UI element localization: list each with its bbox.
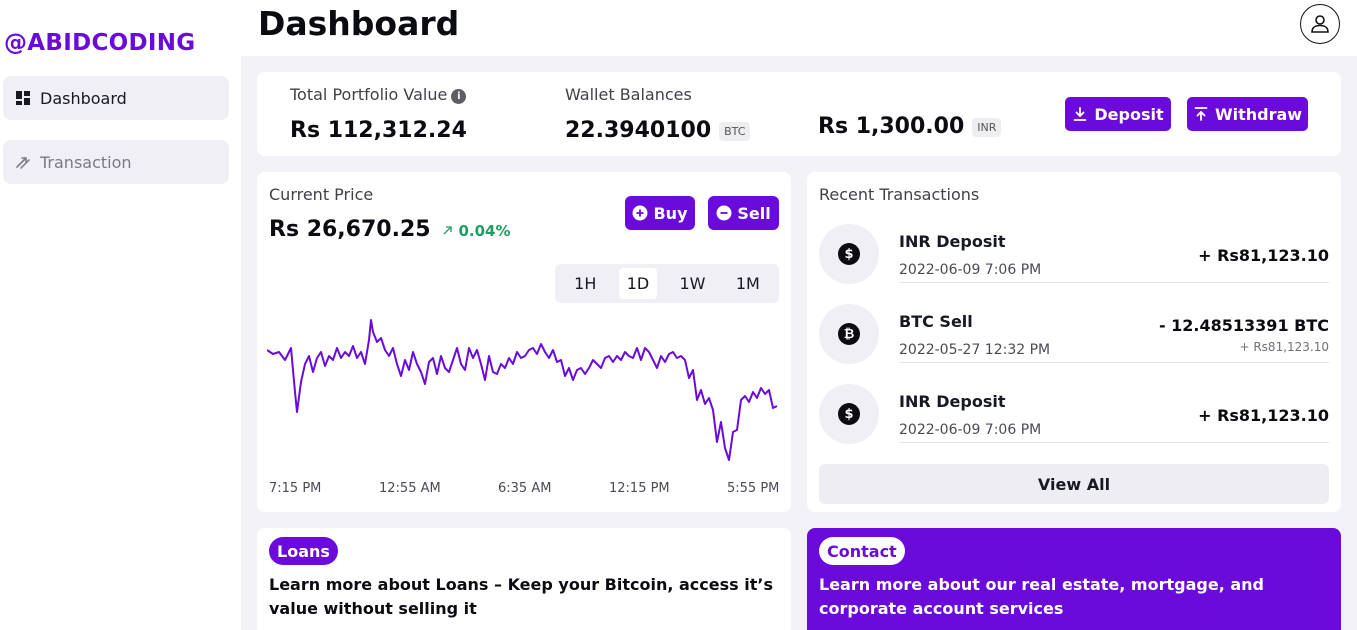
info-icon[interactable]: i bbox=[451, 89, 467, 104]
transaction-icon-wrap: $ bbox=[819, 224, 879, 284]
deposit-button[interactable]: Deposit bbox=[1065, 97, 1171, 131]
recent-transactions-card: Recent Transactions $ INR Deposit 2022-0… bbox=[807, 172, 1341, 512]
loans-text: Learn more about Loans – Keep your Bitco… bbox=[269, 575, 773, 618]
loans-card[interactable]: Loans Learn more about Loans – Keep your… bbox=[257, 528, 791, 630]
wallet-balances-label: Wallet Balances bbox=[565, 85, 692, 104]
btc-unit-badge: BTC bbox=[719, 121, 751, 141]
recent-transactions-title: Recent Transactions bbox=[819, 185, 980, 204]
x-axis-label: 6:35 AM bbox=[498, 481, 552, 496]
time-range-selector: 1H 1D 1W 1M bbox=[555, 264, 779, 303]
divider bbox=[899, 282, 1329, 283]
total-portfolio-label: Total Portfolio Value i bbox=[290, 85, 467, 104]
current-price-value: Rs 26,670.25 0.04% bbox=[269, 217, 511, 242]
dollar-icon: $ bbox=[838, 403, 860, 425]
x-axis-label: 12:55 AM bbox=[379, 481, 441, 496]
price-line-chart bbox=[267, 319, 778, 461]
contact-tag: Contact bbox=[819, 537, 905, 565]
transaction-amount: + Rs81,123.10 bbox=[1198, 406, 1329, 425]
transaction-date: 2022-06-09 7:06 PM bbox=[899, 262, 1042, 278]
user-icon bbox=[1311, 15, 1329, 33]
minus-circle-icon bbox=[716, 205, 732, 221]
upload-icon bbox=[1194, 107, 1208, 121]
loans-tag: Loans bbox=[269, 537, 338, 565]
portfolio-summary-card: Total Portfolio Value i Rs 112,312.24 Wal… bbox=[257, 72, 1341, 156]
transaction-row[interactable]: $ INR Deposit 2022-06-09 7:06 PM + Rs81,… bbox=[819, 224, 1329, 296]
dollar-icon: $ bbox=[838, 243, 860, 265]
contact-text: Learn more about our real estate, mortga… bbox=[819, 575, 1264, 618]
total-portfolio-value: Rs 112,312.24 bbox=[290, 118, 467, 143]
view-all-button[interactable]: View All bbox=[819, 464, 1329, 504]
range-1d-button[interactable]: 1D bbox=[618, 268, 658, 299]
sidebar-item-dashboard[interactable]: Dashboard bbox=[3, 76, 229, 120]
buy-button[interactable]: Buy bbox=[625, 196, 695, 230]
page-title: Dashboard bbox=[258, 4, 460, 43]
current-price-card: Current Price Rs 26,670.25 0.04% Buy Sel… bbox=[257, 172, 791, 512]
x-axis-label: 7:15 PM bbox=[269, 481, 322, 496]
transaction-title: INR Deposit bbox=[899, 392, 1006, 411]
range-1m-button[interactable]: 1M bbox=[735, 274, 760, 293]
transaction-sub-amount: + Rs81,123.10 bbox=[1239, 340, 1329, 354]
top-bar: Dashboard bbox=[241, 0, 1357, 56]
sidebar: @ABIDCODING Dashboard Transaction bbox=[0, 0, 241, 630]
transaction-icon-wrap: $ bbox=[819, 384, 879, 444]
sell-button[interactable]: Sell bbox=[708, 196, 779, 230]
brand-logo[interactable]: @ABIDCODING bbox=[4, 30, 196, 56]
transaction-row[interactable]: ₿ BTC Sell 2022-05-27 12:32 PM - 12.4851… bbox=[819, 304, 1329, 376]
btc-balance: 22.3940100 BTC bbox=[565, 118, 751, 143]
withdraw-button[interactable]: Withdraw bbox=[1187, 97, 1308, 131]
inr-balance: Rs 1,300.00 INR bbox=[818, 114, 1002, 139]
transaction-title: BTC Sell bbox=[899, 312, 973, 331]
range-1h-button[interactable]: 1H bbox=[574, 274, 597, 293]
sidebar-item-transaction[interactable]: Transaction bbox=[3, 140, 229, 184]
transaction-title: INR Deposit bbox=[899, 232, 1006, 251]
transaction-amount: - 12.48513391 BTC bbox=[1158, 316, 1329, 335]
divider bbox=[899, 442, 1329, 443]
inr-unit-badge: INR bbox=[972, 117, 1002, 137]
sidebar-item-label: Transaction bbox=[40, 152, 132, 172]
user-avatar-button[interactable] bbox=[1300, 4, 1340, 44]
transaction-amount: + Rs81,123.10 bbox=[1198, 246, 1329, 265]
contact-card[interactable]: Contact Learn more about our real estate… bbox=[807, 528, 1341, 630]
transaction-icon-wrap: ₿ bbox=[819, 304, 879, 364]
transfer-arrows-icon bbox=[13, 152, 33, 172]
x-axis-label: 5:55 PM bbox=[727, 481, 780, 496]
current-price-label: Current Price bbox=[269, 185, 374, 204]
dashboard-grid-icon bbox=[13, 88, 33, 108]
transaction-date: 2022-05-27 12:32 PM bbox=[899, 342, 1051, 358]
transaction-row[interactable]: $ INR Deposit 2022-06-09 7:06 PM + Rs81,… bbox=[819, 384, 1329, 456]
arrow-up-right-icon bbox=[443, 226, 452, 235]
x-axis-label: 12:15 PM bbox=[609, 481, 670, 496]
transaction-date: 2022-06-09 7:06 PM bbox=[899, 422, 1042, 438]
sidebar-item-label: Dashboard bbox=[40, 88, 127, 108]
download-icon bbox=[1073, 107, 1087, 121]
range-1w-button[interactable]: 1W bbox=[679, 274, 706, 293]
price-line bbox=[267, 319, 778, 461]
bitcoin-icon: ₿ bbox=[838, 323, 860, 345]
price-change: 0.04% bbox=[442, 222, 511, 240]
divider bbox=[899, 362, 1329, 363]
plus-circle-icon bbox=[632, 205, 648, 221]
